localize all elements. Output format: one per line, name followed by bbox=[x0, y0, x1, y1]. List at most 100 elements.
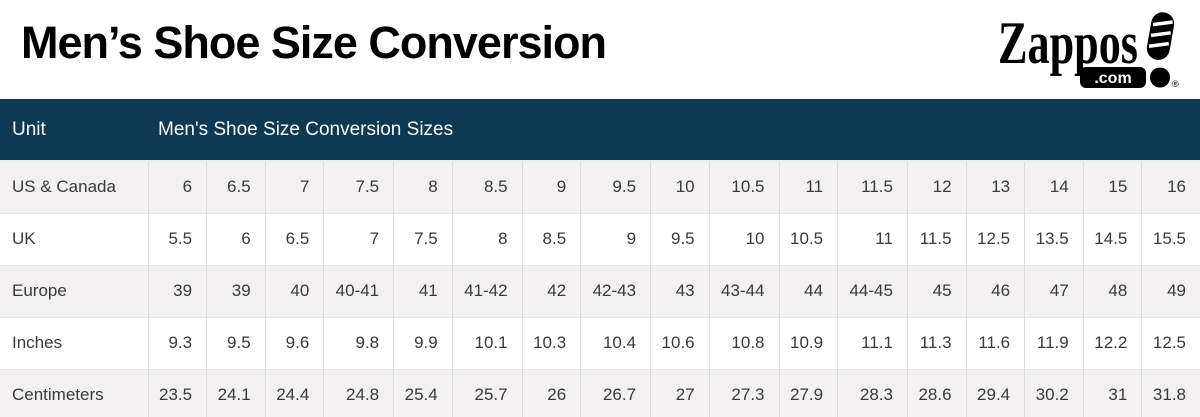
size-cell: 25.7 bbox=[451, 368, 523, 417]
size-cell: 16 bbox=[1141, 161, 1200, 213]
size-cell: 6.5 bbox=[264, 212, 324, 265]
size-cell: 13 bbox=[965, 161, 1025, 213]
size-cell: 6 bbox=[147, 161, 207, 213]
size-cell: 6.5 bbox=[206, 161, 266, 213]
size-cell: 11.1 bbox=[837, 316, 908, 369]
row-label: US & Canada bbox=[12, 177, 116, 197]
row-label: Inches bbox=[0, 316, 148, 369]
size-cell: 24.1 bbox=[206, 368, 266, 417]
size-cell: 10.6 bbox=[650, 316, 710, 369]
row-label: UK bbox=[0, 212, 148, 265]
size-cell: 6 bbox=[206, 212, 266, 265]
dotcom-label: .com bbox=[1094, 70, 1131, 87]
row-label: Europe bbox=[0, 264, 148, 317]
size-cell: 26 bbox=[521, 368, 581, 417]
size-cell: 41 bbox=[393, 264, 453, 317]
size-cell: 9.6 bbox=[264, 316, 324, 369]
size-cell: 12.5 bbox=[1141, 316, 1200, 369]
size-cell: 8 bbox=[451, 212, 523, 265]
size-cell: 40 bbox=[264, 264, 324, 317]
size-cell: 12.5 bbox=[965, 212, 1025, 265]
table-row: US & Canada 6 6.5 7 7.5 8 8.5 9 9.5 10 10.5 11 11.5 1… bbox=[0, 161, 1200, 213]
size-cell: 10.4 bbox=[580, 316, 651, 369]
size-cell: 12 bbox=[906, 161, 967, 213]
size-cell: 12.2 bbox=[1082, 316, 1142, 369]
size-cell: 9.5 bbox=[650, 212, 710, 265]
size-cell: 14.5 bbox=[1082, 212, 1142, 265]
size-cell: 42 bbox=[521, 264, 581, 317]
size-cell: 10.1 bbox=[451, 316, 523, 369]
size-cell: 29.4 bbox=[965, 368, 1025, 417]
size-cell: 8.5 bbox=[451, 161, 523, 213]
size-cell: 39 bbox=[147, 264, 207, 317]
size-cell: 11.9 bbox=[1024, 316, 1084, 369]
size-cell: 31 bbox=[1082, 368, 1142, 417]
size-cell: 42-43 bbox=[580, 264, 651, 317]
size-cell: 15 bbox=[1082, 161, 1142, 213]
size-cell: 43 bbox=[650, 264, 710, 317]
size-cell: 9.5 bbox=[580, 161, 651, 213]
size-cell: 10 bbox=[708, 212, 779, 265]
table-row: Inches 9.3 9.5 9.6 9.8 9.9 10.1 10.3 10.4 10.6 10.… bbox=[0, 316, 1200, 369]
zappos-logo: Zappos .com ® bbox=[998, 6, 1186, 92]
size-cell: 28.6 bbox=[906, 368, 967, 417]
size-cell: 48 bbox=[1082, 264, 1142, 317]
size-cell: 11.6 bbox=[965, 316, 1025, 369]
unit-header-cell: Unit bbox=[0, 99, 148, 162]
sizes-header-cell: Men's Shoe Size Conversion Sizes bbox=[148, 99, 1200, 162]
size-cell: 9.3 bbox=[147, 316, 207, 369]
size-cell: 9 bbox=[521, 161, 581, 213]
size-cell: 9.9 bbox=[393, 316, 453, 369]
size-cell: 10 bbox=[650, 161, 710, 213]
size-cell: 7 bbox=[323, 212, 394, 265]
size-cell: 39 bbox=[206, 264, 266, 317]
size-cell: 23.5 bbox=[147, 368, 207, 417]
size-cell: 49 bbox=[1141, 264, 1200, 317]
size-cell: 9.5 bbox=[206, 316, 266, 369]
size-cell: 5.5 bbox=[147, 212, 207, 265]
conversion-table: Unit Men's Shoe Size Conversion Sizes US… bbox=[0, 99, 1200, 417]
size-cell: 47 bbox=[1024, 264, 1084, 317]
size-cell: 11 bbox=[778, 161, 838, 213]
size-cell: 11.5 bbox=[906, 212, 967, 265]
size-cell: 14 bbox=[1024, 161, 1084, 213]
size-cell: 10.5 bbox=[708, 161, 779, 213]
size-cell: 7.5 bbox=[393, 212, 453, 265]
size-cell: 11.5 bbox=[837, 161, 908, 213]
dotcom-badge: .com bbox=[1080, 67, 1146, 88]
shoe-exclamation-icon bbox=[1146, 12, 1175, 60]
table-row: UK 5.5 6 6.5 7 7.5 8 8.5 9 9.5 10 10.5 11 11.5 12.5 13.… bbox=[0, 212, 1200, 265]
size-cell: 10.8 bbox=[708, 316, 779, 369]
size-cell: 43-44 bbox=[708, 264, 779, 317]
size-cell: 30.2 bbox=[1024, 368, 1084, 417]
exclamation-dot bbox=[1150, 67, 1170, 88]
size-cell: 27 bbox=[650, 368, 710, 417]
size-cell: 13.5 bbox=[1024, 212, 1084, 265]
size-cell: 44 bbox=[778, 264, 838, 317]
size-cell: 45 bbox=[906, 264, 967, 317]
table-header-row: Unit Men's Shoe Size Conversion Sizes bbox=[0, 99, 1200, 162]
size-cell: 27.9 bbox=[778, 368, 838, 417]
size-cell: 10.3 bbox=[521, 316, 581, 369]
conversion-table-body: US & Canada 6 6.5 7 7.5 8 8.5 9 9.5 10 10.5 11 11.5 1… bbox=[0, 161, 1200, 417]
size-cell: 41-42 bbox=[451, 264, 523, 317]
size-cell: 8.5 bbox=[521, 212, 581, 265]
table-row: Centimeters 23.5 24.1 24.4 24.8 25.4 25.7 26 26.… bbox=[0, 368, 1200, 417]
size-cell: 8 bbox=[393, 161, 453, 213]
registered-mark: ® bbox=[1172, 79, 1179, 89]
size-cell: 44-45 bbox=[837, 264, 908, 317]
size-cell: 27.3 bbox=[708, 368, 779, 417]
size-cell: 10.5 bbox=[778, 212, 838, 265]
size-cell: 11 bbox=[837, 212, 908, 265]
zappos-logo-svg: Zappos .com ® bbox=[998, 10, 1179, 89]
size-cell: 24.4 bbox=[264, 368, 324, 417]
size-cell: 40-41 bbox=[323, 264, 394, 317]
size-cell: 46 bbox=[965, 264, 1025, 317]
size-cell: 11.3 bbox=[906, 316, 967, 369]
size-cell: 10.9 bbox=[778, 316, 838, 369]
page-title: Men’s Shoe Size Conversion bbox=[21, 17, 607, 68]
size-cell: 7.5 bbox=[323, 161, 394, 213]
size-cell: 28.3 bbox=[837, 368, 908, 417]
size-cell: 9 bbox=[580, 212, 651, 265]
